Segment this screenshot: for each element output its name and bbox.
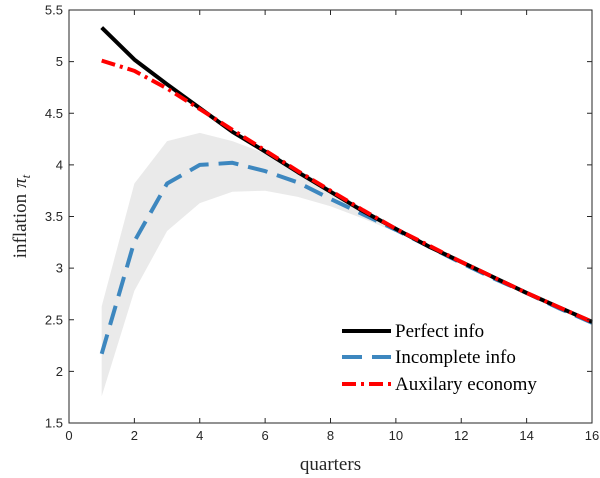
- legend-label: Auxilary economy: [395, 374, 537, 395]
- x-tick-label: 6: [262, 428, 269, 443]
- x-tick-label: 4: [196, 428, 203, 443]
- legend-label: Perfect info: [395, 321, 484, 342]
- y-tick-label: 2.5: [45, 312, 63, 327]
- y-tick-label: 4: [56, 157, 63, 172]
- y-tick-label: 1.5: [45, 416, 63, 431]
- x-tick-label: 14: [519, 428, 533, 443]
- x-tick-label: 0: [65, 428, 72, 443]
- series-line-auxilary-economy: [101, 58, 593, 324]
- x-tick-label: 8: [327, 428, 334, 443]
- y-tick-label: 3: [56, 261, 63, 276]
- x-tick-label: 12: [454, 428, 468, 443]
- y-tick-label: 2: [56, 364, 63, 379]
- y-axis-title-subscript: t: [18, 174, 33, 178]
- y-tick-label: 5.5: [45, 3, 63, 18]
- y-tick-label: 4.5: [45, 106, 63, 121]
- x-ticks: 0 2 4 6 8 10 12 14 16: [65, 10, 599, 443]
- y-ticks: 1.5 2 2.5 3 3.5 4 4.5 5 5.5: [45, 3, 592, 431]
- series-layer: [99, 26, 593, 355]
- y-axis-title: inflation πt: [10, 174, 33, 258]
- y-tick-label: 5: [56, 54, 63, 69]
- y-axis-title-text: inflation: [10, 193, 31, 258]
- legend: Perfect info Incomplete info Auxilary econ…: [342, 321, 537, 395]
- x-axis-title: quarters: [300, 454, 361, 475]
- x-tick-label: 10: [389, 428, 403, 443]
- y-tick-label: 3.5: [45, 209, 63, 224]
- legend-label: Incomplete info: [395, 347, 516, 368]
- x-tick-label: 2: [131, 428, 138, 443]
- y-axis-title-symbol: π: [10, 178, 31, 188]
- x-tick-label: 16: [585, 428, 599, 443]
